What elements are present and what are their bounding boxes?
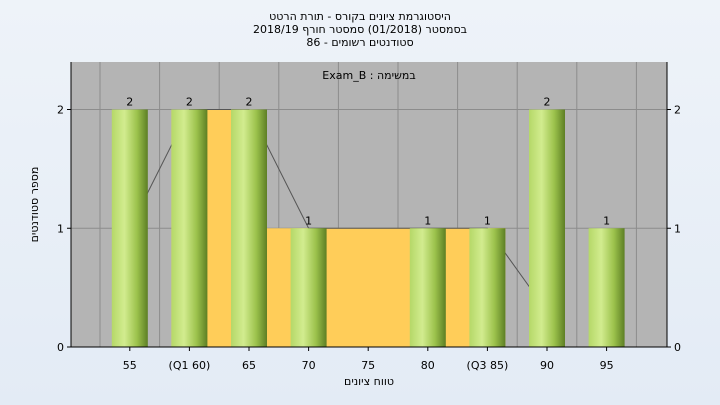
bar-value-label: 2 — [186, 96, 193, 109]
x-tick-label: 75 — [361, 359, 375, 372]
bar-value-label: 1 — [305, 214, 312, 227]
y-axis-label: מספר סטודנטים — [28, 167, 41, 243]
x-tick-label: 65 — [242, 359, 256, 372]
bar-value-label: 2 — [126, 96, 133, 109]
chart-title: היסטוגרמת ציונים בקורס - תורת הרטט — [269, 10, 451, 23]
legend-label: Exam_B : במשימה — [322, 69, 415, 82]
y-tick-label: 0 — [57, 341, 64, 354]
bars — [111, 109, 625, 347]
x-tick-label: (Q1 60) — [169, 359, 211, 372]
x-tick-label: (Q3 85) — [467, 359, 509, 372]
bar — [409, 228, 446, 347]
bar-value-label: 1 — [424, 214, 431, 227]
chart-titles: היסטוגרמת ציונים בקורס - תורת הרטט בסמסט… — [0, 10, 720, 49]
x-tick-label: 70 — [302, 359, 316, 372]
bar-value-label: 1 — [603, 214, 610, 227]
bar — [111, 109, 148, 347]
chart-subtitle-semester: בסמסטר (01/2018) סמסטר חורף 2018/19 — [253, 23, 467, 36]
bar — [588, 228, 625, 347]
y-tick-label: 2 — [57, 104, 64, 117]
y-tick-label-right: 2 — [674, 104, 681, 117]
bar — [231, 109, 267, 347]
y-tick-label: 1 — [57, 222, 64, 235]
bar-value-label: 2 — [544, 96, 551, 109]
bar — [529, 109, 565, 347]
x-tick-label: 80 — [421, 359, 435, 372]
axes: 0 0 1 1 2 2 55 (Q1 60) 65 70 75 80 (Q3 85) 90 95 — [57, 62, 681, 372]
bar-value-label: 2 — [246, 96, 253, 109]
value-labels: 2 2 2 1 1 1 2 1 — [126, 96, 610, 228]
bar — [290, 228, 327, 347]
bar — [469, 228, 506, 347]
bar — [171, 109, 208, 347]
x-tick-label: 55 — [123, 359, 137, 372]
chart-subtitle-students: סטודנטים רשומים - 86 — [306, 36, 414, 49]
x-tick-label: 95 — [600, 359, 614, 372]
y-tick-label-right: 1 — [674, 222, 681, 235]
bar-value-label: 1 — [484, 214, 491, 227]
x-axis-label: טווח ציונים — [344, 375, 394, 388]
y-tick-label-right: 0 — [674, 341, 681, 354]
x-tick-label: 90 — [540, 359, 554, 372]
